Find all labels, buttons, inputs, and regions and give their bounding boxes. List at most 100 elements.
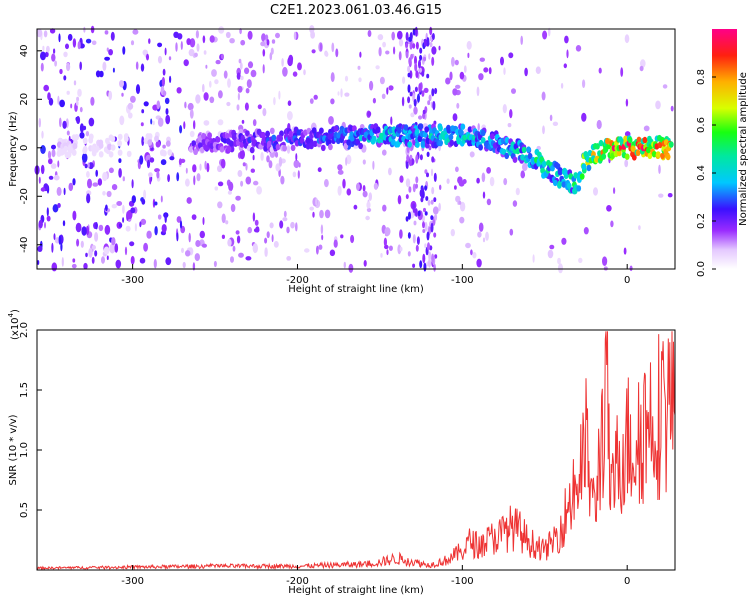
heatmap-cell — [115, 259, 122, 269]
heatmap-cell — [431, 88, 435, 97]
heatmap-cell — [81, 226, 87, 236]
heatmap-cell — [439, 184, 442, 190]
heatmap-cell — [196, 43, 200, 52]
heatmap-cell — [663, 139, 669, 146]
heatmap-cell — [415, 154, 419, 164]
heatmap-cell — [421, 71, 425, 77]
heatmap-cell — [209, 35, 215, 43]
snr-scale-label: (x104) — [7, 309, 21, 340]
heatmap-cell — [432, 206, 439, 215]
heatmap-cell — [407, 232, 411, 239]
heatmap-cell — [124, 246, 128, 256]
heatmap-cell — [85, 225, 90, 236]
heatmap-cell — [139, 257, 146, 264]
heatmap-cell — [48, 158, 53, 165]
heatmap-cell — [432, 100, 436, 111]
heatmap-cell — [86, 171, 90, 178]
heatmap-cell — [324, 209, 331, 219]
heatmap-cell — [405, 194, 409, 200]
heatmap-cell — [88, 137, 94, 144]
heatmap-cell — [636, 136, 642, 143]
heatmap-cell — [667, 193, 673, 198]
heatmap-cell — [429, 36, 433, 42]
heatmap-cell — [566, 49, 569, 59]
heatmap-cell — [235, 195, 241, 201]
heatmap-cell — [337, 169, 344, 175]
heatmap-cell — [371, 135, 377, 142]
heatmap-cell — [426, 151, 430, 157]
heatmap-cell — [610, 220, 614, 228]
heatmap-cell — [37, 245, 43, 252]
heatmap-cell — [61, 257, 64, 267]
heatmap-cell — [333, 125, 339, 132]
heatmap-cell — [70, 103, 73, 109]
heatmap-cell — [40, 187, 46, 192]
heatmap-cell — [489, 176, 495, 187]
heatmap-cell — [157, 117, 164, 127]
heatmap-cell — [455, 195, 461, 203]
heatmap-cell — [157, 42, 163, 48]
heatmap-cell — [191, 214, 197, 221]
heatmap-cell — [249, 146, 255, 154]
heatmap-cell — [282, 66, 288, 77]
heatmap-cell — [509, 109, 513, 119]
heatmap-cell — [297, 170, 300, 179]
heatmap-cell — [239, 28, 242, 35]
heatmap-cell — [458, 200, 462, 205]
heatmap-cell — [500, 56, 504, 66]
heatmap-cell — [415, 70, 419, 78]
heatmap-cell — [72, 38, 77, 48]
heatmap-cell — [266, 231, 270, 239]
heatmap-cell — [449, 139, 455, 147]
heatmap-cell — [362, 190, 368, 198]
heatmap-cell — [337, 91, 340, 96]
heatmap-cell — [40, 62, 44, 72]
heatmap-cell — [65, 43, 69, 50]
snr-x-ticks: -300 -200 -100 0 — [121, 565, 630, 587]
heatmap-cell — [253, 180, 259, 186]
heatmap-cell — [245, 163, 248, 171]
heatmap-cell — [407, 72, 411, 78]
heatmap-y-tick-label: 20 — [19, 93, 30, 106]
heatmap-cell — [408, 57, 412, 65]
heatmap-cell — [357, 65, 361, 70]
heatmap-cell — [211, 69, 217, 77]
heatmap-cell — [72, 142, 78, 150]
heatmap-cell — [102, 191, 106, 196]
heatmap-y-ticks: -40 -20 0 20 40 — [19, 44, 42, 253]
heatmap-cell — [85, 252, 88, 258]
heatmap-cell — [372, 160, 375, 170]
heatmap-cell — [132, 29, 139, 35]
heatmap-cell — [135, 84, 141, 95]
heatmap-cell — [292, 171, 297, 178]
heatmap-cell — [262, 64, 265, 74]
heatmap-cell — [202, 83, 205, 93]
heatmap-cell — [146, 53, 149, 61]
heatmap-cell — [638, 225, 641, 231]
heatmap-cell — [269, 222, 274, 229]
heatmap-cell — [476, 258, 482, 268]
heatmap-cell — [405, 216, 409, 222]
heatmap-cell — [199, 230, 205, 239]
heatmap-cell — [121, 92, 124, 97]
heatmap-cell — [269, 52, 273, 61]
heatmap-cell — [310, 31, 315, 39]
heatmap-cell — [49, 28, 56, 34]
heatmap-cell — [164, 97, 170, 105]
heatmap-cell — [430, 222, 434, 233]
heatmap-cell — [414, 86, 418, 93]
heatmap-cell — [269, 127, 275, 134]
heatmap-cell — [549, 114, 553, 122]
heatmap-cell — [321, 234, 324, 241]
heatmap-cell — [413, 220, 417, 226]
heatmap-cell — [167, 149, 173, 156]
heatmap-cell — [160, 159, 167, 166]
heatmap-cell — [46, 207, 49, 217]
heatmap-cell — [203, 50, 207, 55]
heatmap-cell — [40, 145, 46, 154]
heatmap-y-tick-label: -20 — [19, 188, 30, 204]
heatmap-cell — [203, 120, 210, 126]
heatmap-cell — [521, 146, 527, 153]
colorbar: 0.0 0.2 0.4 0.6 0.8 Normalized spectral ampl… — [696, 29, 749, 277]
heatmap-cell — [479, 57, 485, 62]
